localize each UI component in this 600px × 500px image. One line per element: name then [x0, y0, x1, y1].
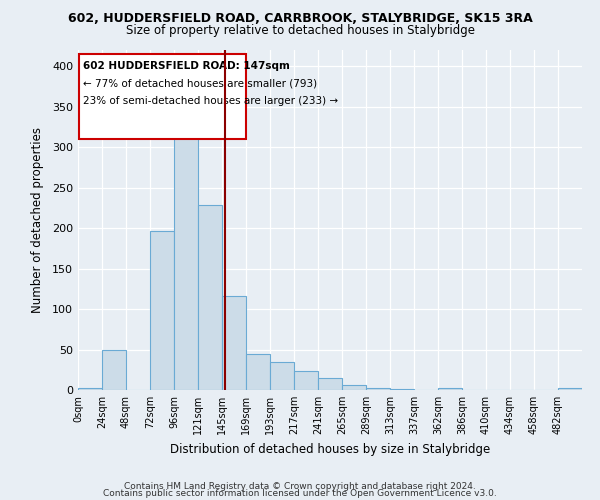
Bar — [366, 388, 390, 390]
Bar — [294, 370, 318, 390]
Bar — [558, 388, 582, 390]
Bar — [79, 54, 246, 139]
Text: ← 77% of detached houses are smaller (793): ← 77% of detached houses are smaller (79… — [83, 78, 317, 88]
X-axis label: Distribution of detached houses by size in Stalybridge: Distribution of detached houses by size … — [170, 442, 490, 456]
Bar — [222, 296, 246, 390]
Bar — [78, 388, 102, 390]
Y-axis label: Number of detached properties: Number of detached properties — [31, 127, 44, 313]
Bar — [174, 132, 198, 390]
Text: 23% of semi-detached houses are larger (233) →: 23% of semi-detached houses are larger (… — [83, 96, 338, 106]
Text: 602, HUDDERSFIELD ROAD, CARRBROOK, STALYBRIDGE, SK15 3RA: 602, HUDDERSFIELD ROAD, CARRBROOK, STALY… — [68, 12, 532, 26]
Bar — [342, 385, 366, 390]
Bar — [318, 378, 342, 390]
Text: Size of property relative to detached houses in Stalybridge: Size of property relative to detached ho… — [125, 24, 475, 37]
Text: 602 HUDDERSFIELD ROAD: 147sqm: 602 HUDDERSFIELD ROAD: 147sqm — [83, 60, 290, 70]
Text: Contains public sector information licensed under the Open Government Licence v3: Contains public sector information licen… — [103, 489, 497, 498]
Bar — [150, 232, 174, 390]
Bar — [438, 388, 462, 390]
Bar — [270, 362, 294, 390]
Text: Contains HM Land Registry data © Crown copyright and database right 2024.: Contains HM Land Registry data © Crown c… — [124, 482, 476, 491]
Bar — [102, 350, 126, 390]
Bar — [390, 389, 414, 390]
Bar — [198, 206, 222, 390]
Bar — [246, 354, 270, 390]
